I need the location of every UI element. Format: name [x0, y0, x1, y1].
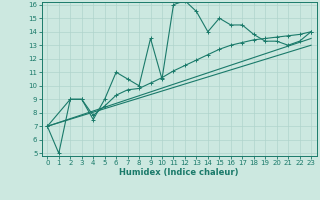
X-axis label: Humidex (Indice chaleur): Humidex (Indice chaleur): [119, 168, 239, 177]
